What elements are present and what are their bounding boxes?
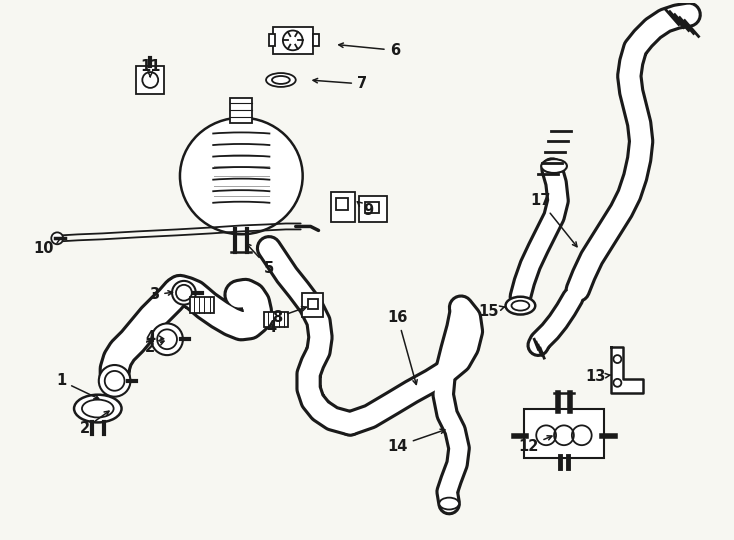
FancyBboxPatch shape <box>302 293 324 316</box>
FancyBboxPatch shape <box>190 296 214 313</box>
Text: 5: 5 <box>247 244 274 275</box>
Text: 13: 13 <box>586 369 611 384</box>
FancyBboxPatch shape <box>264 312 288 327</box>
FancyBboxPatch shape <box>273 26 313 54</box>
Text: 1: 1 <box>56 373 98 399</box>
Text: 11: 11 <box>140 59 161 77</box>
Text: 2: 2 <box>145 340 164 355</box>
Text: 2: 2 <box>80 411 109 436</box>
Polygon shape <box>611 347 643 393</box>
Ellipse shape <box>506 296 535 314</box>
Text: 10: 10 <box>33 239 59 256</box>
Text: 6: 6 <box>339 43 400 58</box>
Circle shape <box>51 232 63 244</box>
FancyBboxPatch shape <box>331 192 355 221</box>
FancyBboxPatch shape <box>269 35 275 46</box>
Text: 7: 7 <box>313 77 367 91</box>
Ellipse shape <box>180 118 302 234</box>
Text: 14: 14 <box>388 429 445 454</box>
Text: 8: 8 <box>272 307 306 325</box>
Text: 4: 4 <box>145 330 164 345</box>
FancyBboxPatch shape <box>359 196 387 221</box>
Text: 3: 3 <box>149 287 172 302</box>
Circle shape <box>99 365 131 397</box>
Ellipse shape <box>82 400 114 417</box>
FancyBboxPatch shape <box>230 98 252 123</box>
Text: 15: 15 <box>479 304 505 319</box>
Ellipse shape <box>266 73 296 87</box>
FancyBboxPatch shape <box>524 409 603 458</box>
Text: 17: 17 <box>530 193 577 247</box>
Text: 16: 16 <box>388 310 417 384</box>
Ellipse shape <box>74 395 122 422</box>
FancyBboxPatch shape <box>313 35 319 46</box>
Text: 12: 12 <box>518 436 552 454</box>
Circle shape <box>151 323 183 355</box>
Text: 4: 4 <box>266 320 276 335</box>
Ellipse shape <box>439 498 459 510</box>
Circle shape <box>172 281 196 305</box>
Text: 9: 9 <box>357 202 373 218</box>
FancyBboxPatch shape <box>137 66 164 94</box>
Ellipse shape <box>541 159 567 173</box>
